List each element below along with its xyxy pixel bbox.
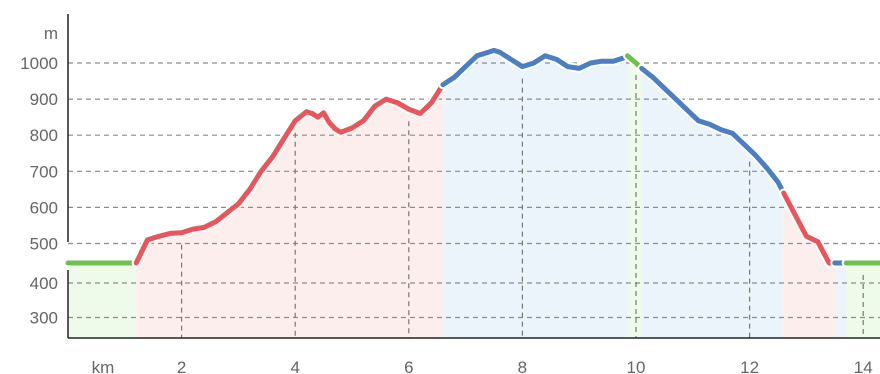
x-tick-label-12: 12 <box>740 358 759 374</box>
area-segment-4 <box>641 68 784 339</box>
area-segment-1 <box>136 84 443 338</box>
tick-labels: 300 400 500 600 700 800 900 1000 2 4 6 8 10 12 14 <box>20 54 872 374</box>
area-segment-7 <box>846 263 880 338</box>
area-fills <box>68 50 880 339</box>
y-tick-label-500: 500 <box>30 235 58 254</box>
x-tick-label-14: 14 <box>854 358 873 374</box>
y-tick-label-600: 600 <box>30 198 58 217</box>
area-segment-0 <box>68 263 137 338</box>
y-tick-label-700: 700 <box>30 162 58 181</box>
x-axis-unit-label: km <box>92 358 115 374</box>
line-segment-1 <box>133 82 446 266</box>
y-tick-label-800: 800 <box>30 126 58 145</box>
line-segment-5 <box>781 190 838 266</box>
y-tick-label-300: 300 <box>30 309 58 328</box>
x-tick-label-10: 10 <box>627 358 646 374</box>
x-tick-label-8: 8 <box>518 358 527 374</box>
x-tick-label-4: 4 <box>290 358 299 374</box>
x-tick-label-6: 6 <box>404 358 413 374</box>
line-segment-2 <box>440 47 630 88</box>
y-axis-unit-label: m <box>44 24 58 43</box>
area-segment-5 <box>783 193 835 338</box>
y-tick-label-900: 900 <box>30 90 58 109</box>
area-segment-2 <box>442 50 628 339</box>
area-segment-6 <box>834 263 847 338</box>
y-tick-label-400: 400 <box>30 274 58 293</box>
y-tick-label-1000: 1000 <box>20 54 58 73</box>
line-segment-4 <box>639 65 787 196</box>
area-segment-3 <box>627 55 642 339</box>
x-tick-label-2: 2 <box>177 358 186 374</box>
elevation-lines <box>63 45 880 268</box>
axes <box>67 14 880 339</box>
